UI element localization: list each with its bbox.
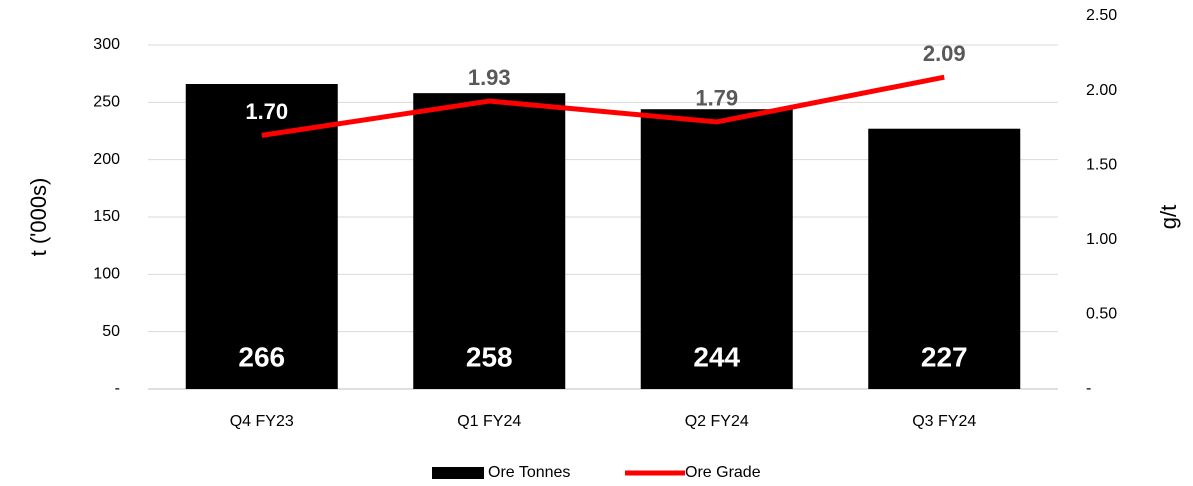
bar-value-label: 266 bbox=[238, 341, 285, 372]
bar-value-label: 244 bbox=[693, 341, 740, 372]
line-value-label: 1.93 bbox=[468, 65, 511, 90]
y2-tick-label: 1.00 bbox=[1086, 231, 1117, 248]
y-tick-label: 150 bbox=[93, 208, 120, 225]
y2-tick-label: 2.00 bbox=[1086, 82, 1117, 99]
x-tick-label: Q4 FY23 bbox=[230, 413, 294, 430]
legend-label: Ore Tonnes bbox=[488, 464, 570, 481]
y-tick-label: 250 bbox=[93, 94, 120, 111]
y2-tick-label: 1.50 bbox=[1086, 156, 1117, 173]
x-tick-label: Q2 FY24 bbox=[685, 413, 749, 430]
bar bbox=[640, 109, 793, 390]
y-tick-label: - bbox=[115, 380, 120, 397]
x-tick-label: Q3 FY24 bbox=[912, 413, 976, 430]
y-tick-label: 300 bbox=[93, 36, 120, 53]
x-tick-label: Q1 FY24 bbox=[457, 413, 521, 430]
y-tick-label: 200 bbox=[93, 151, 120, 168]
bar bbox=[868, 128, 1021, 389]
line bbox=[261, 74, 945, 138]
line-value-label: 1.70 bbox=[245, 99, 288, 124]
legend-swatch bbox=[432, 467, 484, 479]
bar-value-label: 258 bbox=[466, 341, 513, 372]
y2-axis-title: g/t bbox=[1156, 205, 1181, 229]
y-tick-label: 50 bbox=[102, 323, 120, 340]
line-value-label: 2.09 bbox=[923, 41, 966, 66]
bar-value-label: 227 bbox=[921, 341, 968, 372]
y-axis-title: t ('000s) bbox=[26, 178, 51, 257]
y2-tick-label: 2.50 bbox=[1086, 7, 1117, 24]
bar bbox=[413, 93, 566, 389]
line-value-label: 1.79 bbox=[695, 86, 738, 111]
y2-tick-label: 0.50 bbox=[1086, 306, 1117, 323]
legend-label: Ore Grade bbox=[685, 464, 761, 481]
y2-tick-label: - bbox=[1086, 380, 1091, 397]
y-tick-label: 100 bbox=[93, 266, 120, 283]
